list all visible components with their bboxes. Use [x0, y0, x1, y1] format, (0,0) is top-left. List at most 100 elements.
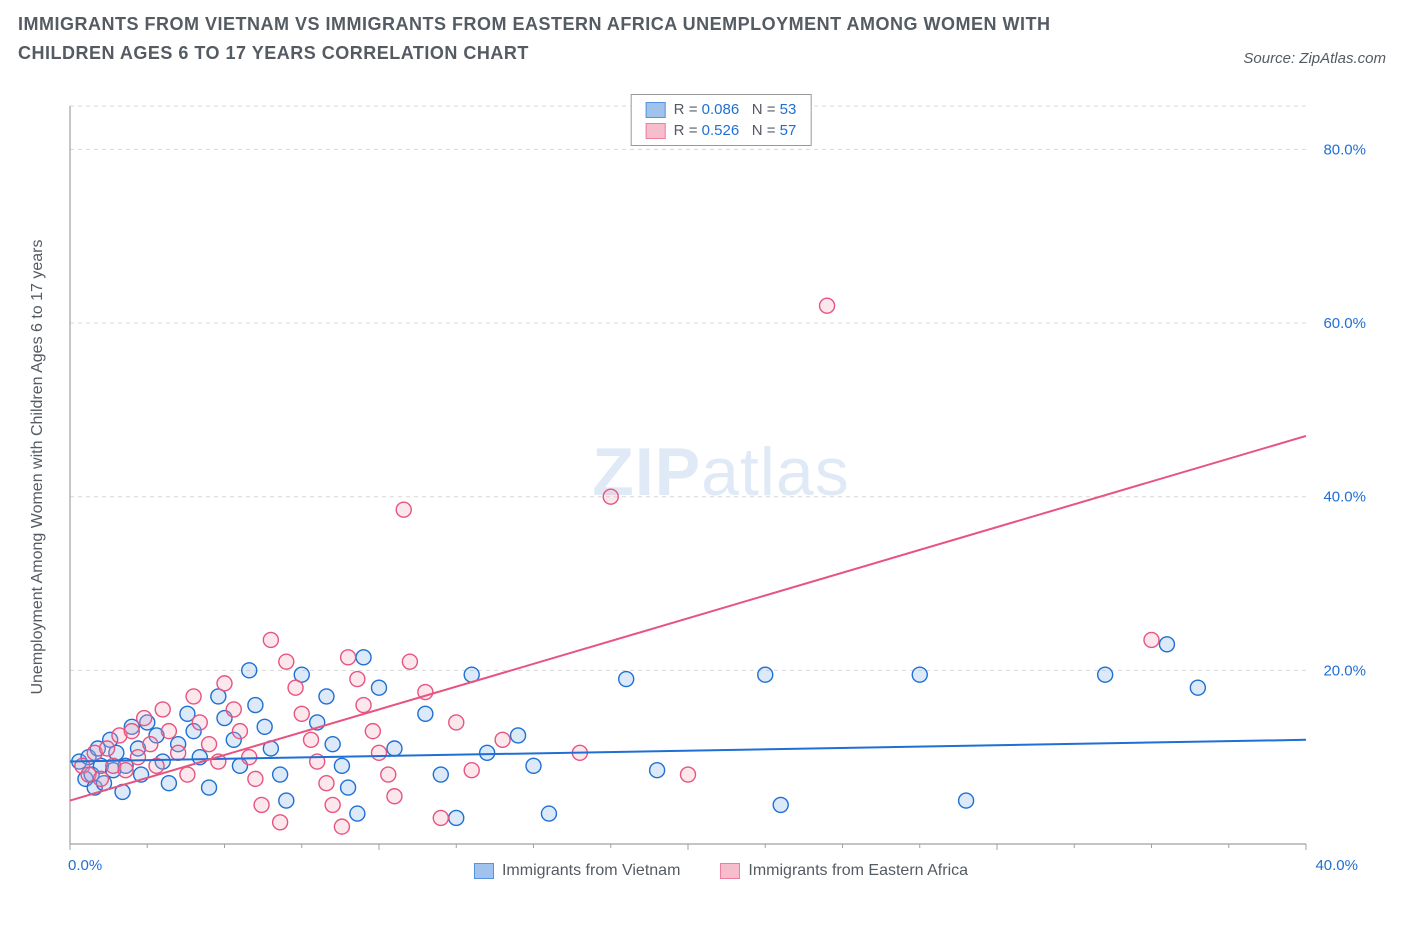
- data-point-vietnam: [257, 719, 272, 734]
- data-point-vietnam: [350, 806, 365, 821]
- legend-swatch-africa: [646, 123, 666, 139]
- data-point-vietnam: [959, 793, 974, 808]
- plot-svg: 0.0%40.0%20.0%40.0%60.0%80.0%: [66, 98, 1376, 878]
- data-point-eastern_africa: [124, 724, 139, 739]
- source-prefix: Source:: [1243, 50, 1299, 67]
- legend-swatch-vietnam-bottom: [474, 863, 494, 879]
- data-point-vietnam: [356, 650, 371, 665]
- data-point-eastern_africa: [387, 789, 402, 804]
- data-point-vietnam: [541, 806, 556, 821]
- series-label-vietnam: Immigrants from Vietnam: [502, 862, 680, 880]
- legend-r-value-vietnam: 0.086: [702, 101, 740, 118]
- legend-stat-r-africa: R = 0.526 N = 57: [674, 122, 797, 139]
- scatter-plot: ZIPatlas R = 0.086 N = 53 R = 0.526 N =: [66, 98, 1376, 878]
- trend-line-eastern_africa: [70, 436, 1306, 801]
- data-point-vietnam: [387, 741, 402, 756]
- legend-eq: =: [689, 122, 698, 139]
- data-point-vietnam: [511, 728, 526, 743]
- data-point-eastern_africa: [232, 724, 247, 739]
- data-point-eastern_africa: [186, 689, 201, 704]
- data-point-vietnam: [433, 767, 448, 782]
- series-legend-africa: Immigrants from Eastern Africa: [720, 862, 968, 880]
- series-legend: Immigrants from Vietnam Immigrants from …: [474, 862, 968, 880]
- data-point-eastern_africa: [130, 750, 145, 765]
- data-point-vietnam: [1190, 680, 1205, 695]
- data-point-eastern_africa: [180, 767, 195, 782]
- correlation-legend: R = 0.086 N = 53 R = 0.526 N = 57: [631, 94, 812, 146]
- data-point-eastern_africa: [294, 706, 309, 721]
- data-point-eastern_africa: [143, 737, 158, 752]
- data-point-eastern_africa: [820, 298, 835, 313]
- source-attribution: Source: ZipAtlas.com: [1243, 50, 1386, 67]
- data-point-eastern_africa: [254, 797, 269, 812]
- data-point-eastern_africa: [155, 702, 170, 717]
- data-point-eastern_africa: [402, 654, 417, 669]
- data-point-eastern_africa: [341, 650, 356, 665]
- data-point-eastern_africa: [242, 750, 257, 765]
- chart-container: Unemployment Among Women with Children A…: [18, 88, 1388, 908]
- data-point-vietnam: [758, 667, 773, 682]
- data-point-vietnam: [526, 758, 541, 773]
- legend-swatch-vietnam: [646, 102, 666, 118]
- y-tick-label: 20.0%: [1323, 662, 1366, 679]
- data-point-vietnam: [650, 763, 665, 778]
- legend-label-n: N: [752, 101, 763, 118]
- legend-r-value-africa: 0.526: [702, 122, 740, 139]
- correlation-legend-row-africa: R = 0.526 N = 57: [646, 120, 797, 141]
- data-point-vietnam: [242, 663, 257, 678]
- series-legend-vietnam: Immigrants from Vietnam: [474, 862, 680, 880]
- legend-eq: =: [767, 101, 776, 118]
- data-point-vietnam: [202, 780, 217, 795]
- legend-label-r: R: [674, 101, 685, 118]
- data-point-vietnam: [372, 680, 387, 695]
- x-tick-label: 0.0%: [68, 857, 102, 874]
- data-point-vietnam: [334, 758, 349, 773]
- data-point-eastern_africa: [325, 797, 340, 812]
- data-point-eastern_africa: [288, 680, 303, 695]
- data-point-vietnam: [773, 797, 788, 812]
- data-point-vietnam: [1159, 637, 1174, 652]
- data-point-eastern_africa: [279, 654, 294, 669]
- data-point-eastern_africa: [118, 763, 133, 778]
- correlation-legend-row-vietnam: R = 0.086 N = 53: [646, 99, 797, 120]
- data-point-eastern_africa: [137, 711, 152, 726]
- data-point-eastern_africa: [433, 810, 448, 825]
- data-point-eastern_africa: [1144, 632, 1159, 647]
- x-tick-label: 40.0%: [1315, 857, 1358, 874]
- data-point-vietnam: [1098, 667, 1113, 682]
- data-point-vietnam: [619, 672, 634, 687]
- y-axis-label: Unemployment Among Women with Children A…: [29, 107, 47, 827]
- data-point-eastern_africa: [449, 715, 464, 730]
- data-point-vietnam: [279, 793, 294, 808]
- y-tick-label: 40.0%: [1323, 489, 1366, 506]
- data-point-eastern_africa: [681, 767, 696, 782]
- data-point-vietnam: [161, 776, 176, 791]
- series-label-africa: Immigrants from Eastern Africa: [748, 862, 968, 880]
- data-point-eastern_africa: [350, 672, 365, 687]
- trend-line-vietnam: [70, 740, 1306, 762]
- data-point-vietnam: [449, 810, 464, 825]
- data-point-eastern_africa: [319, 776, 334, 791]
- data-point-eastern_africa: [356, 698, 371, 713]
- legend-eq: =: [767, 122, 776, 139]
- legend-n-value-vietnam: 53: [780, 101, 797, 118]
- data-point-vietnam: [319, 689, 334, 704]
- legend-label-n: N: [752, 122, 763, 139]
- data-point-eastern_africa: [100, 741, 115, 756]
- data-point-vietnam: [248, 698, 263, 713]
- data-point-eastern_africa: [495, 732, 510, 747]
- data-point-vietnam: [325, 737, 340, 752]
- legend-swatch-africa-bottom: [720, 863, 740, 879]
- legend-eq: =: [689, 101, 698, 118]
- data-point-eastern_africa: [365, 724, 380, 739]
- page-title: IMMIGRANTS FROM VIETNAM VS IMMIGRANTS FR…: [18, 10, 1098, 68]
- data-point-vietnam: [273, 767, 288, 782]
- data-point-vietnam: [480, 745, 495, 760]
- data-point-eastern_africa: [248, 771, 263, 786]
- source-name: ZipAtlas.com: [1299, 50, 1386, 67]
- data-point-eastern_africa: [217, 676, 232, 691]
- y-tick-label: 80.0%: [1323, 141, 1366, 158]
- data-point-eastern_africa: [161, 724, 176, 739]
- legend-n-value-africa: 57: [780, 122, 797, 139]
- data-point-eastern_africa: [171, 745, 186, 760]
